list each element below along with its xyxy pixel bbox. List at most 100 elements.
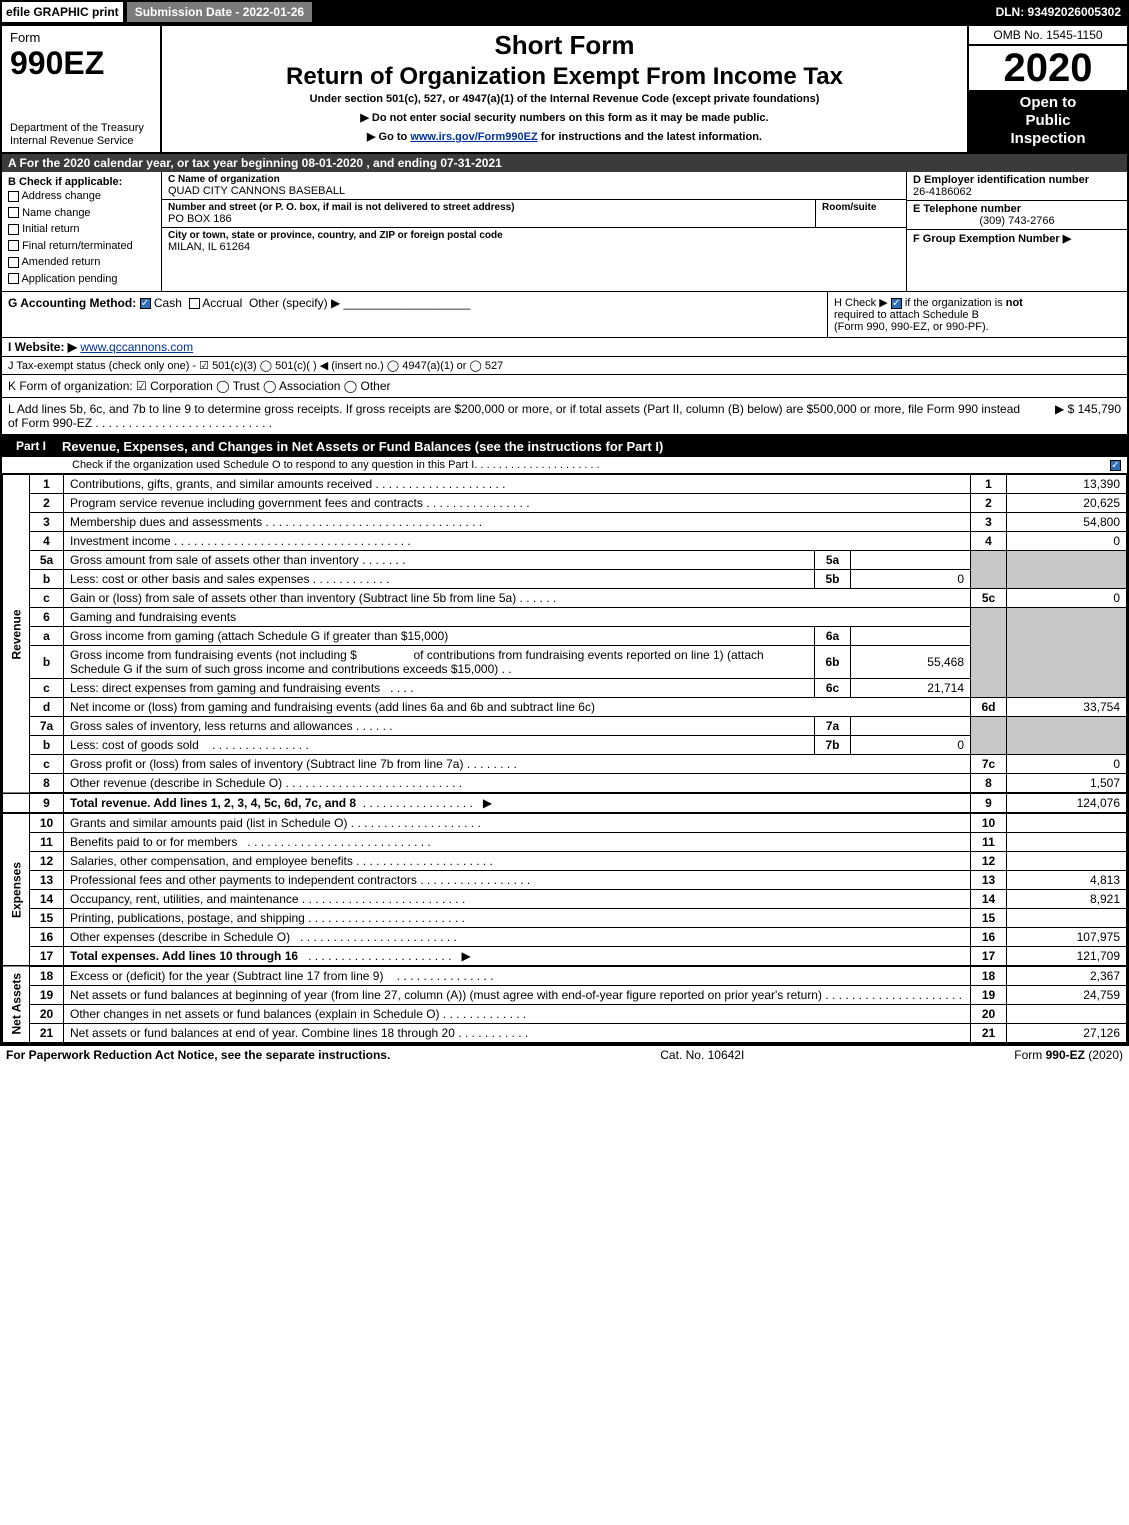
h1b: if the organization is	[902, 297, 1006, 309]
chk-cash[interactable]: ✓	[140, 298, 151, 309]
org-city: MILAN, IL 61264	[168, 241, 900, 253]
form-label: Form	[10, 30, 152, 45]
ln: c	[30, 679, 64, 698]
line-19: 19 Net assets or fund balances at beginn…	[3, 986, 1127, 1005]
d: Gross sales of inventory, less returns a…	[70, 719, 353, 733]
b-title: B Check if applicable:	[8, 176, 155, 188]
sa	[851, 627, 971, 646]
ln: 17	[30, 947, 64, 967]
d: Gross amount from sale of assets other t…	[70, 553, 359, 567]
chk-schedule-o[interactable]: ✓	[1110, 460, 1121, 471]
a: 20,625	[1007, 494, 1127, 513]
irs-link[interactable]: www.irs.gov/Form990EZ	[410, 131, 537, 143]
open2: Public	[971, 112, 1125, 130]
fr-bold: 990-EZ	[1046, 1048, 1085, 1062]
sn: 7b	[815, 736, 851, 755]
line-18: Net Assets 18 Excess or (deficit) for th…	[3, 966, 1127, 986]
part-i-header: Part I Revenue, Expenses, and Changes in…	[2, 435, 1127, 457]
chk-amended-return[interactable]: Amended return	[8, 254, 155, 271]
footer-right: Form 990-EZ (2020)	[1014, 1048, 1123, 1062]
lines-table: Revenue 1 Contributions, gifts, grants, …	[2, 474, 1127, 1043]
a	[1007, 1005, 1127, 1024]
line-8: 8 Other revenue (describe in Schedule O)…	[3, 774, 1127, 794]
d-ein: D Employer identification number 26-4186…	[907, 172, 1127, 201]
ln: 21	[30, 1024, 64, 1043]
d: Less: cost or other basis and sales expe…	[70, 572, 309, 586]
g-accrual: Accrual	[202, 296, 242, 310]
chk-name-change[interactable]: Name change	[8, 205, 155, 222]
d: Other revenue (describe in Schedule O)	[70, 776, 282, 790]
ln: b	[30, 570, 64, 589]
c-addr-label: Number and street (or P. O. box, if mail…	[168, 202, 809, 213]
lbl: Address change	[21, 190, 101, 202]
c-name-label: C Name of organization	[168, 174, 900, 185]
d: Net income or (loss) from gaming and fun…	[64, 698, 971, 717]
sn: 6a	[815, 627, 851, 646]
part-i-label: Part I	[8, 437, 54, 455]
a	[1007, 833, 1127, 852]
part-i-title: Revenue, Expenses, and Changes in Net As…	[62, 439, 663, 454]
d: Gross income from gaming (attach Schedul…	[64, 627, 815, 646]
ln: 4	[30, 532, 64, 551]
grey-cell	[971, 551, 1007, 589]
d: Total expenses. Add lines 10 through 16	[70, 949, 298, 963]
l-amount: ▶ $ 145,790	[1021, 402, 1121, 430]
chk-final-return[interactable]: Final return/terminated	[8, 238, 155, 255]
chk-application-pending[interactable]: Application pending	[8, 271, 155, 288]
a	[1007, 852, 1127, 871]
chk-schedule-b[interactable]: ✓	[891, 298, 902, 309]
room-label: Room/suite	[822, 202, 900, 213]
lbl: Final return/terminated	[22, 240, 133, 252]
ln: b	[30, 646, 64, 679]
e-label: E Telephone number	[913, 203, 1121, 215]
omb-number: OMB No. 1545-1150	[969, 26, 1127, 46]
row-a-tax-year: A For the 2020 calendar year, or tax yea…	[2, 154, 1127, 172]
ln: 2	[30, 494, 64, 513]
a: 8,921	[1007, 890, 1127, 909]
a: 107,975	[1007, 928, 1127, 947]
r: 15	[971, 909, 1007, 928]
chk-address-change[interactable]: Address change	[8, 188, 155, 205]
row-g-h: G Accounting Method: ✓ Cash Accrual Othe…	[2, 292, 1127, 338]
d: Gross profit or (loss) from sales of inv…	[70, 757, 463, 771]
short-form-title: Short Form	[170, 30, 959, 61]
chk-initial-return[interactable]: Initial return	[8, 221, 155, 238]
dept-irs: Internal Revenue Service	[10, 135, 152, 148]
a: 13,390	[1007, 475, 1127, 494]
l-arrow: ▶ $	[1055, 402, 1074, 416]
lbl: Initial return	[22, 223, 79, 235]
d: Gross income from fundraising events (no…	[64, 646, 815, 679]
h-schedule-b: H Check ▶ ✓ if the organization is not r…	[827, 292, 1127, 337]
ln: 19	[30, 986, 64, 1005]
efile-print-button[interactable]: efile GRAPHIC print	[0, 0, 125, 24]
col-def: D Employer identification number 26-4186…	[907, 172, 1127, 291]
form-number: 990EZ	[10, 45, 152, 82]
line-9: 9 Total revenue. Add lines 1, 2, 3, 4, 5…	[3, 793, 1127, 813]
sa: 0	[851, 570, 971, 589]
l-text: L Add lines 5b, 6c, and 7b to line 9 to …	[8, 402, 1021, 430]
website-link[interactable]: www.qccannons.com	[80, 340, 193, 354]
line-13: 13 Professional fees and other payments …	[3, 871, 1127, 890]
fr-post: (2020)	[1085, 1048, 1123, 1062]
e-value: (309) 743-2766	[913, 215, 1121, 227]
a: 24,759	[1007, 986, 1127, 1005]
d: Printing, publications, postage, and shi…	[70, 911, 305, 925]
line-12: 12 Salaries, other compensation, and emp…	[3, 852, 1127, 871]
f-group-exemption: F Group Exemption Number ▶	[907, 230, 1127, 247]
e-phone: E Telephone number (309) 743-2766	[907, 201, 1127, 230]
chk-accrual[interactable]	[189, 298, 200, 309]
r: 16	[971, 928, 1007, 947]
line-4: 4 Investment income . . . . . . . . . . …	[3, 532, 1127, 551]
d: Contributions, gifts, grants, and simila…	[70, 477, 372, 491]
goto-line: ▶ Go to www.irs.gov/Form990EZ for instru…	[170, 130, 959, 143]
return-title: Return of Organization Exempt From Incom…	[170, 63, 959, 91]
arrow-icon: ▶	[461, 949, 470, 963]
ln: 5a	[30, 551, 64, 570]
r: 21	[971, 1024, 1007, 1043]
r: 8	[971, 774, 1007, 794]
line-11: 11 Benefits paid to or for members . . .…	[3, 833, 1127, 852]
lbl: Name change	[22, 207, 91, 219]
ln: 10	[30, 813, 64, 833]
org-name: QUAD CITY CANNONS BASEBALL	[168, 185, 900, 197]
r: 9	[971, 793, 1007, 813]
